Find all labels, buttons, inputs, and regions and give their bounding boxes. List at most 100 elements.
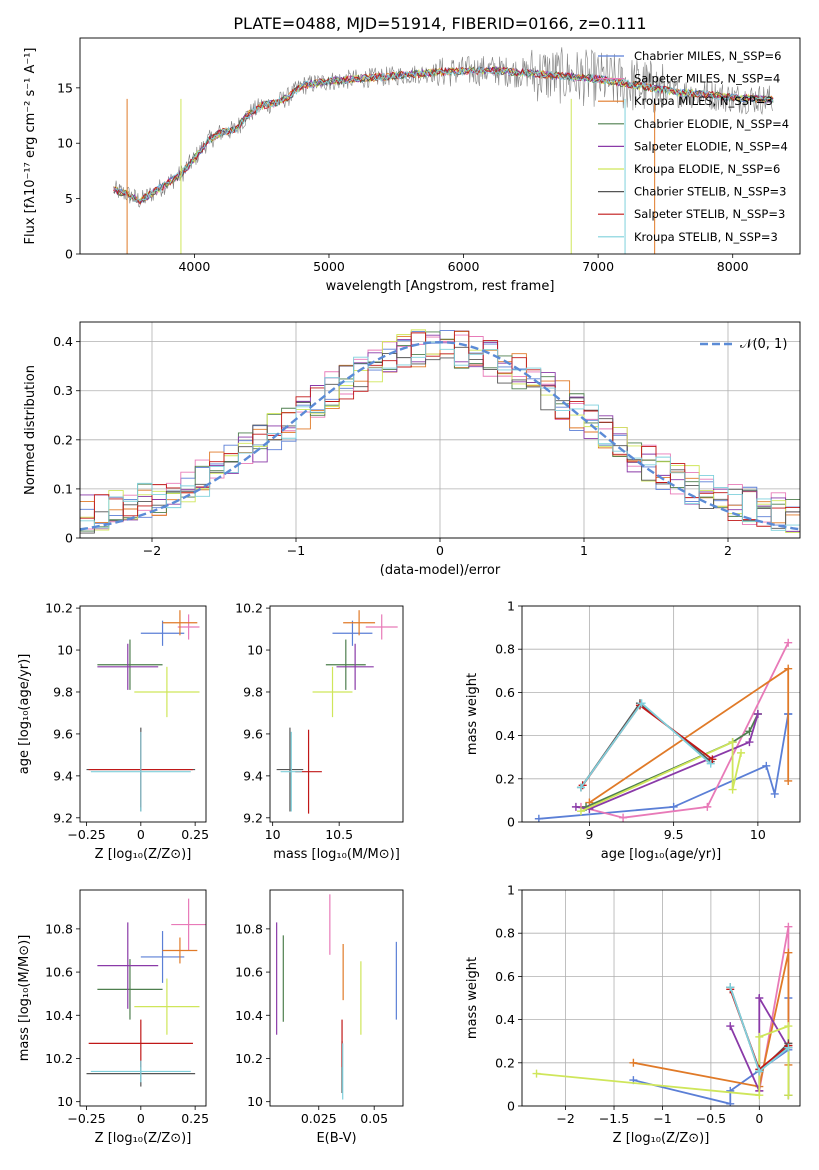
Z-vs-mass-frame: [79, 889, 207, 1107]
x-axis-label: Z [log₁₀(Z/Z⊙)]: [95, 1131, 192, 1146]
x-axis-label: Z [log₁₀(Z/Z⊙)]: [613, 1131, 710, 1146]
legend-label-gaussian: 𝒩(0, 1): [740, 337, 787, 352]
age-vs-massweight-marks: [534, 638, 793, 822]
x-axis-label: (data-model)/error: [380, 563, 501, 578]
weight-marker-kroupa_elodie: [755, 1091, 764, 1100]
Z-vs-mass-axes: −0.25 0 0.25 10 10.2 10.4 10.6 10.8 Z [log₁₀(Z/Z…: [17, 921, 209, 1146]
x-tick-label: 0.05: [360, 1111, 388, 1126]
y-tick-label: 10.2: [45, 1051, 73, 1066]
weight-marker-chabrier_miles: [726, 1099, 735, 1106]
y-tick-label: 9.4: [243, 768, 263, 783]
spectrum-axes: 4000 5000 6000 7000 8000 0 5 10 15 wavelength [An…: [23, 48, 749, 295]
spectrum-marks: [113, 47, 774, 254]
y-axis-label: Normed distribution: [23, 365, 38, 495]
mass-vs-age-axes: 10 10.5 9.2 9.4 9.6 9.8 10 10.2 mass [log₁₀(M/M⊙…: [235, 601, 400, 862]
weight-marker-salpeter_elodie: [726, 1022, 735, 1031]
Z-vs-age-marks: [86, 610, 200, 812]
y-tick-label: 0.2: [495, 1055, 515, 1070]
weight-marker-kroupa_elodie: [576, 807, 585, 816]
y-tick-label: 10.2: [45, 601, 73, 616]
EBV-vs-mass-axes: 0.025 0.05 10 10.2 10.4 10.6 10.8 E(B-V): [235, 921, 388, 1146]
Z-vs-massweight-frame: [521, 889, 801, 1107]
x-tick-label: 2: [724, 543, 732, 558]
y-tick-label: 10.2: [235, 1051, 263, 1066]
weight-marker-kroupa_miles: [629, 1058, 638, 1067]
y-axis-label: mass weight: [465, 673, 480, 755]
x-tick-label: −1: [287, 543, 305, 558]
weight-marker-salpeter_miles: [784, 638, 793, 647]
y-tick-label: 10: [57, 643, 73, 658]
y-tick-label: 0.2: [495, 771, 515, 786]
age-vs-massweight-axes: 9 9.5 10 0 0.2 0.4 0.6 0.8 1 age [log₁₀(age/yr)] m…: [465, 599, 800, 862]
weight-marker-chabrier_miles: [669, 802, 678, 811]
y-tick-label: 0.3: [53, 383, 73, 398]
y-tick-label: 0: [65, 247, 73, 262]
x-axis-label: wavelength [Angstrom, rest frame]: [326, 279, 555, 294]
histogram-salpeter_elodie: [80, 334, 800, 532]
y-tick-label: 0.6: [495, 969, 515, 984]
weight-marker-kroupa_stelib: [726, 983, 735, 992]
histogram-kroupa_stelib: [80, 341, 800, 531]
y-tick-label: 9.8: [243, 684, 263, 699]
weight-line-salpeter_stelib: [581, 704, 713, 786]
weight-marker-kroupa_miles: [784, 948, 793, 957]
y-tick-label: 9.4: [53, 768, 73, 783]
y-tick-label: 10.8: [235, 921, 263, 936]
weight-marker-kroupa_stelib: [784, 1043, 793, 1052]
y-tick-label: 0: [65, 531, 73, 546]
weight-marker-kroupa_miles: [784, 664, 793, 673]
residual-histogram-marks: [80, 329, 800, 534]
histogram-salpeter_stelib: [80, 330, 800, 527]
x-tick-label: 0: [137, 827, 145, 842]
legend-label-salpeter_stelib: Salpeter STELIB, N_SSP=3: [634, 207, 785, 221]
x-tick-label: 8000: [717, 259, 749, 274]
x-tick-label: −0.5: [696, 1111, 726, 1126]
histogram-chabrier_stelib: [80, 346, 800, 534]
y-tick-label: 10: [247, 1094, 263, 1109]
Z-vs-massweight-marks: [532, 922, 793, 1106]
weight-marker-kroupa_elodie: [755, 1032, 764, 1041]
weight-marker-kroupa_elodie: [532, 1069, 541, 1078]
x-tick-label: 9: [585, 827, 593, 842]
weight-line-salpeter_elodie: [575, 713, 759, 810]
legend-label-kroupa_miles: Kroupa MILES, N_SSP=3: [634, 94, 773, 108]
y-tick-label: 9.2: [53, 810, 73, 825]
weight-marker-kroupa_stelib: [755, 1067, 764, 1076]
legend-label-chabrier_elodie: Chabrier ELODIE, N_SSP=4: [634, 117, 789, 131]
weight-marker-kroupa_elodie: [784, 1091, 793, 1100]
legend-label-salpeter_miles: Salpeter MILES, N_SSP=4: [634, 72, 780, 86]
y-tick-label: 1: [507, 883, 515, 898]
weight-marker-salpeter_miles: [784, 922, 793, 931]
weight-marker-kroupa_elodie: [728, 738, 737, 747]
x-tick-label: 5000: [313, 259, 345, 274]
weight-marker-salpeter_stelib: [708, 755, 717, 764]
y-tick-label: 10.4: [45, 1008, 73, 1023]
y-tick-label: 1: [507, 599, 515, 614]
y-tick-label: 10.6: [45, 965, 73, 980]
x-tick-label: −0.25: [67, 827, 105, 842]
weight-marker-chabrier_miles: [534, 814, 543, 822]
weight-line-chabrier_stelib: [580, 701, 712, 788]
residual-histogram-frame: [79, 321, 801, 539]
x-tick-label: −2: [556, 1111, 574, 1126]
mass-vs-age-marks: [276, 610, 398, 814]
weight-line-kroupa_miles: [633, 952, 790, 1088]
weight-marker-kroupa_stelib: [637, 699, 646, 708]
y-tick-label: 0.2: [53, 432, 73, 447]
y-tick-label: 9.2: [243, 810, 263, 825]
gaussian-curve: [80, 340, 800, 531]
age-vs-massweight-frame: [521, 605, 801, 823]
Z-vs-mass-marks: [86, 898, 206, 1087]
y-tick-label: 9.6: [243, 726, 263, 741]
y-axis-label: age [log₁₀(age/yr)]: [17, 654, 32, 775]
x-tick-label: 0: [755, 1111, 763, 1126]
Z-vs-age-axes: −0.25 0 0.25 9.2 9.4 9.6 9.8 10 10.2 Z [log₁₀(Z/Z…: [17, 601, 209, 862]
weight-line-salpeter_miles: [580, 642, 790, 819]
mass-vs-age-frame: [269, 605, 404, 823]
y-tick-label: 10.2: [235, 601, 263, 616]
x-axis-label: mass [log₁₀(M/M⊙)]: [273, 847, 400, 862]
y-tick-label: 0.1: [53, 481, 73, 496]
x-tick-label: 10: [750, 827, 766, 842]
spectrum-frame: [79, 37, 801, 255]
weight-line-chabrier_elodie: [585, 713, 759, 808]
